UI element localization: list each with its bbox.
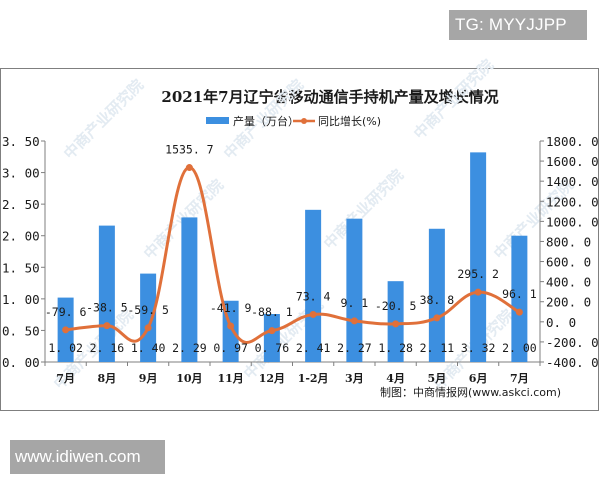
x-category-label: 12月 <box>259 372 285 385</box>
growth-marker <box>268 327 276 335</box>
right-tick-label: 200. 0 <box>546 295 591 310</box>
bar <box>470 152 487 362</box>
left-tick-label: 2. 50 <box>2 197 40 212</box>
left-tick-label: 1. 50 <box>2 260 40 275</box>
x-category-label: 6月 <box>469 372 488 385</box>
growth-marker <box>144 324 152 332</box>
bar-value-label: 2. 29 <box>172 341 207 355</box>
growth-marker <box>309 310 317 318</box>
left-tick-label: 2. 00 <box>2 229 40 244</box>
bar-value-label: 2. 41 <box>296 341 331 355</box>
growth-marker <box>474 288 482 296</box>
growth-marker <box>227 322 235 330</box>
legend-line-label: 同比增长(%) <box>318 114 381 128</box>
growth-value-label: -88. 1 <box>251 305 293 319</box>
growth-value-label: 9. 1 <box>341 296 369 310</box>
growth-value-label: 295. 2 <box>457 267 499 281</box>
left-tick-label: 1. 00 <box>2 292 40 307</box>
x-category-label: 11月 <box>217 372 243 385</box>
growth-value-label: -20. 5 <box>375 299 417 313</box>
growth-value-label: -38. 5 <box>86 301 128 315</box>
growth-marker <box>62 326 70 334</box>
bar <box>511 235 528 362</box>
watermark-badge-bottom: www.idiwen.com <box>10 440 165 474</box>
bar-value-label: 1. 02 <box>48 341 83 355</box>
left-tick-label: 3. 00 <box>2 166 40 181</box>
bar-value-label: 1. 28 <box>378 341 413 355</box>
bar <box>305 209 322 362</box>
growth-marker <box>103 322 111 330</box>
x-category-label: 7月 <box>56 372 75 385</box>
right-tick-label: -200. 0 <box>546 335 599 350</box>
right-tick-label: 1000. 0 <box>546 214 599 229</box>
growth-value-label: 1535. 7 <box>165 143 214 157</box>
left-tick-label: 0. 50 <box>2 323 40 338</box>
growth-value-label: -59. 5 <box>127 303 169 317</box>
bar-value-label: 1. 40 <box>131 341 166 355</box>
growth-value-label: 96. 1 <box>502 287 537 301</box>
growth-value-label: 73. 4 <box>296 289 331 303</box>
x-category-label: 4月 <box>386 372 405 385</box>
right-tick-label: 400. 0 <box>546 275 591 290</box>
chart-legend: 产量（万台） 同比增长(%) <box>206 114 381 128</box>
x-category-label: 1-2月 <box>298 372 329 385</box>
bar <box>140 273 157 362</box>
legend-bar-label: 产量（万台） <box>233 114 299 128</box>
watermark-badge-top: TG: MYYJJPP <box>449 10 587 40</box>
x-category-label: 7月 <box>510 372 529 385</box>
x-category-label: 8月 <box>98 372 117 385</box>
left-tick-label: 3. 50 <box>2 134 40 149</box>
bar-value-label: 2. 00 <box>502 341 537 355</box>
growth-value-label: -79. 6 <box>45 305 87 319</box>
bar-value-label: 2. 11 <box>420 341 455 355</box>
bar-value-label: 2. 27 <box>337 341 372 355</box>
watermark-text: 中商产业研究院 <box>320 166 407 253</box>
chart-title: 2021年7月辽宁省移动通信手持机产量及增长情况 <box>161 88 499 106</box>
growth-value-label: 38. 8 <box>420 293 455 307</box>
right-tick-label: 0. 0 <box>546 315 576 330</box>
x-category-label: 3月 <box>345 372 364 385</box>
data-labels: 1. 02 2. 16 1. 40 2. 29 0. 97 0. 76 2. 41 2. 27… <box>45 143 537 355</box>
x-category-label: 5月 <box>428 372 447 385</box>
right-tick-label: 800. 0 <box>546 234 591 249</box>
bar-value-label: 3. 32 <box>461 341 496 355</box>
bar-series <box>57 152 528 362</box>
bar-value-label: 0. 97 <box>213 341 248 355</box>
line-series <box>62 164 523 344</box>
x-category-label: 9月 <box>139 372 158 385</box>
growth-marker <box>433 314 441 322</box>
bar <box>263 314 280 362</box>
right-tick-label: 1400. 0 <box>546 174 599 189</box>
right-tick-label: 600. 0 <box>546 255 591 270</box>
watermark-text: 中商产业研究院 <box>60 76 147 163</box>
growth-value-label: -41. 9 <box>210 301 252 315</box>
bar <box>346 218 363 362</box>
right-tick-label: 1200. 0 <box>546 194 599 209</box>
bar-value-label: 2. 16 <box>90 341 125 355</box>
bar <box>181 217 198 362</box>
right-tick-label: 1600. 0 <box>546 154 599 169</box>
right-tick-label: -400. 0 <box>546 355 599 370</box>
growth-marker <box>350 317 358 325</box>
watermark-text: 中商产业研究院 <box>410 56 497 143</box>
growth-marker <box>185 164 193 172</box>
legend-line-marker <box>301 118 307 124</box>
growth-marker <box>515 308 523 316</box>
chart-axes: 0. 00 0. 50 1. 00 1. 50 2. 00 2. 50 3. 00 3. 50… <box>2 134 599 385</box>
left-tick-label: 0. 00 <box>2 355 40 370</box>
right-tick-label: 1800. 0 <box>546 134 599 149</box>
chart-source: 制图：中商情报网(www.askci.com) <box>380 385 561 399</box>
x-category-label: 10月 <box>176 372 202 385</box>
legend-bar-swatch <box>206 117 229 124</box>
bar <box>428 228 445 362</box>
growth-marker <box>392 320 400 328</box>
bar-value-label: 0. 76 <box>255 341 290 355</box>
